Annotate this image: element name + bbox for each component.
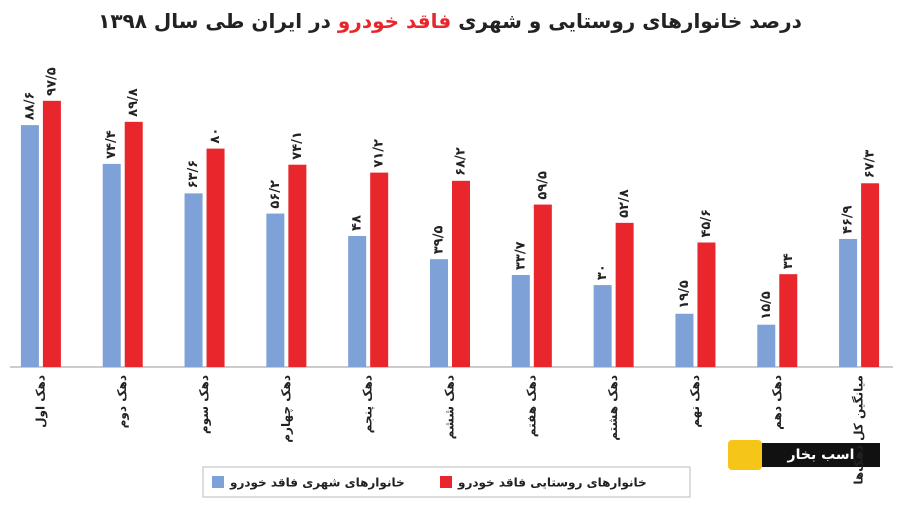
x-tick-label: میانگین کل دهک‌ها bbox=[852, 375, 866, 485]
bar bbox=[779, 274, 798, 367]
bar bbox=[42, 100, 61, 367]
x-tick-label: دهک پنجم bbox=[361, 375, 375, 433]
bar bbox=[288, 164, 307, 367]
title-part: فاقد خودرو bbox=[337, 9, 451, 33]
bar bbox=[348, 235, 367, 367]
value-label: ۸۰ bbox=[208, 128, 223, 144]
value-label: ۷۱/۲ bbox=[372, 139, 387, 168]
legend-label: خانوارهای شهری فاقد خودرو bbox=[229, 476, 405, 491]
x-tick-label: دهک دوم bbox=[115, 375, 130, 428]
bar bbox=[370, 172, 389, 367]
x-tick-label: دهک سوم bbox=[197, 375, 212, 434]
value-label: ۳۹/۵ bbox=[432, 226, 447, 255]
x-tick-label: دهک اول bbox=[33, 375, 48, 428]
bar bbox=[697, 242, 716, 367]
bar bbox=[20, 125, 39, 367]
legend-label: خانوارهای روستایی فاقد خودرو bbox=[457, 476, 647, 491]
x-tick-label: دهک هشتم bbox=[606, 375, 620, 441]
legend-swatch bbox=[212, 476, 224, 488]
bar bbox=[839, 238, 858, 367]
value-label: ۶۳/۶ bbox=[186, 160, 201, 189]
bar bbox=[615, 222, 634, 367]
x-tick-label: دهک نهم bbox=[688, 375, 702, 428]
value-label: ۳۰ bbox=[595, 264, 610, 280]
x-tick-label: دهک دهم bbox=[770, 375, 784, 430]
value-label: ۴۸ bbox=[350, 215, 365, 231]
bar bbox=[757, 324, 776, 367]
value-label: ۵۲/۸ bbox=[617, 189, 632, 218]
value-label: ۷۴/۴ bbox=[104, 130, 119, 159]
value-label: ۳۴ bbox=[781, 253, 796, 269]
value-label: ۳۳/۷ bbox=[513, 241, 528, 270]
value-label: ۴۵/۶ bbox=[699, 209, 714, 238]
value-label: ۵۶/۲ bbox=[268, 180, 283, 209]
legend-swatch bbox=[440, 476, 452, 488]
value-label: ۸۹/۸ bbox=[126, 88, 141, 117]
value-label: ۶۸/۲ bbox=[454, 147, 469, 176]
bar bbox=[452, 180, 470, 367]
bar bbox=[861, 183, 880, 367]
value-label: ۴۶/۹ bbox=[841, 205, 856, 234]
value-label: ۱۹/۵ bbox=[677, 280, 692, 309]
watermark-logo: اسب بخار bbox=[728, 440, 880, 470]
chart-title: درصد خانوارهای روستایی و شهری فاقد خودرو… bbox=[98, 9, 802, 33]
bar bbox=[184, 193, 203, 367]
title-part: درصد خانوارهای روستایی و شهری bbox=[451, 9, 802, 33]
bar bbox=[206, 148, 225, 367]
bar bbox=[124, 121, 143, 367]
value-label: ۱۵/۵ bbox=[759, 291, 774, 320]
value-label: ۵۹/۵ bbox=[535, 171, 550, 200]
x-tick-label: دهک چهارم bbox=[279, 375, 294, 443]
bar bbox=[266, 213, 285, 367]
value-label: ۹۷/۵ bbox=[44, 67, 59, 96]
watermark-text: اسب بخار bbox=[787, 447, 855, 463]
bar bbox=[593, 285, 612, 367]
x-tick-label: دهک هفتم bbox=[524, 375, 538, 437]
x-tick-label: دهک ششم bbox=[443, 375, 457, 439]
bar bbox=[675, 313, 694, 367]
title-part: در ایران طی سال ۱۳۹۸ bbox=[98, 9, 338, 33]
bar bbox=[533, 204, 552, 367]
bar bbox=[102, 163, 121, 367]
bar bbox=[430, 259, 448, 367]
value-label: ۸۸/۶ bbox=[22, 92, 37, 121]
value-label: ۶۷/۳ bbox=[863, 150, 878, 179]
bar bbox=[511, 274, 530, 367]
value-label: ۷۴/۱ bbox=[290, 131, 305, 160]
